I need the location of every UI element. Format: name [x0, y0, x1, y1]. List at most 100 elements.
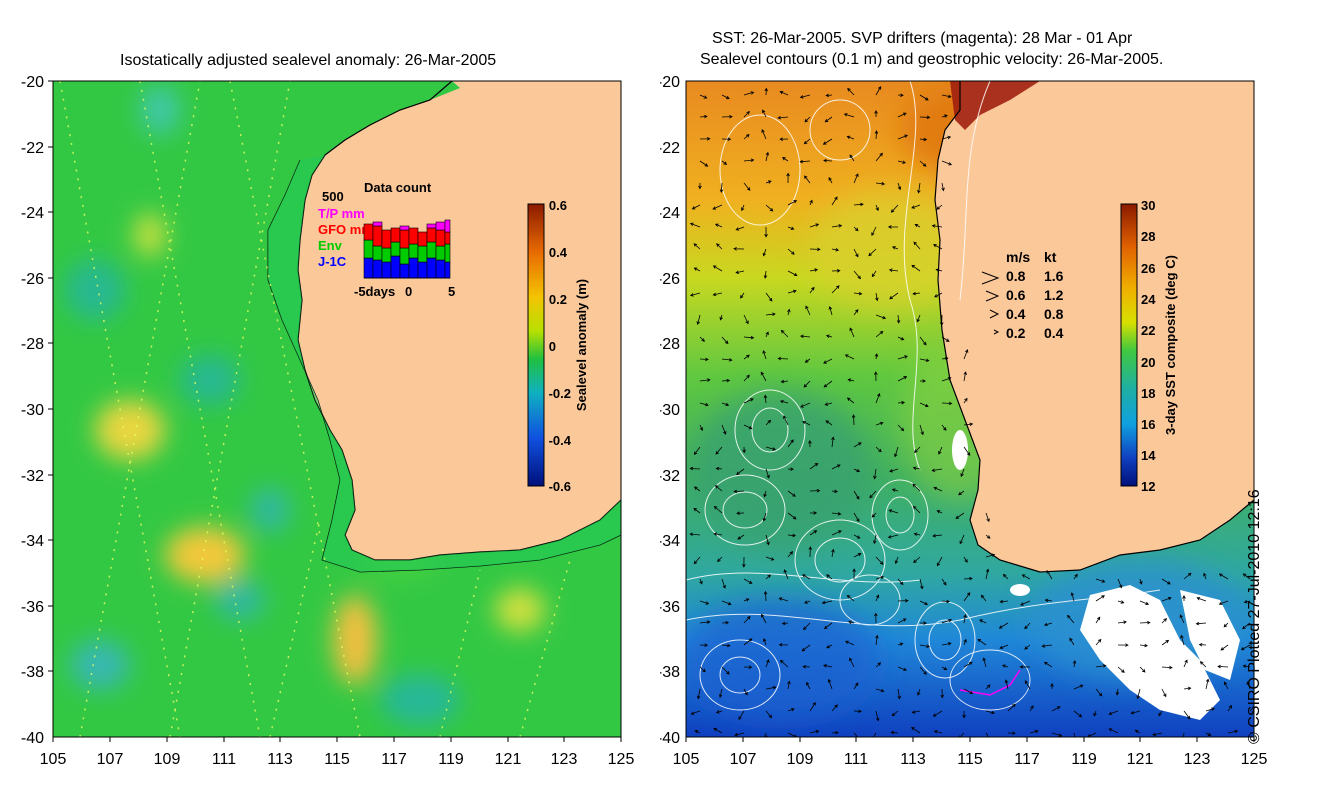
velocity-arrow: [846, 135, 855, 140]
velocity-arrow: [721, 643, 731, 648]
velocity-arrow: [765, 685, 777, 690]
velocity-arrow: [787, 732, 798, 737]
velocity-arrow: [831, 224, 843, 228]
velocity-arrow: [940, 688, 945, 699]
velocity-arrow: [963, 422, 974, 427]
speed-ms: 0.8: [1006, 268, 1026, 284]
velocity-arrow: [780, 379, 789, 384]
velocity-arrow: [1220, 644, 1229, 651]
right-x-tick-label: 125: [1241, 751, 1268, 768]
velocity-arrow: [897, 336, 905, 341]
velocity-arrow: [941, 182, 945, 192]
velocity-arrow: [985, 568, 990, 580]
velocity-arrow: [765, 180, 772, 184]
velocity-arrow: [1161, 618, 1168, 624]
velocity-arrow: [938, 446, 943, 455]
velocity-arrow: [809, 268, 819, 272]
velocity-arrow: [714, 485, 723, 492]
left-x-tick-label: 123: [551, 751, 578, 768]
velocity-arrow: [699, 600, 710, 605]
velocity-arrow: [802, 420, 811, 426]
velocity-arrow: [738, 710, 745, 721]
velocity-arrow: [787, 248, 795, 255]
velocity-arrow: [941, 135, 952, 140]
velocity-arrow: [765, 151, 770, 162]
velocity-arrow: [897, 598, 909, 603]
velocity-arrow: [985, 553, 996, 558]
sst-colorbar-tick: 12: [1141, 479, 1155, 494]
velocity-arrow: [853, 309, 859, 316]
velocity-arrow: [875, 575, 885, 580]
velocity-arrow: [743, 314, 749, 325]
velocity-arrow: [801, 574, 811, 580]
right-y-tick-label: -36: [660, 599, 680, 616]
velocity-arrow: [787, 289, 797, 294]
velocity-arrow: [888, 268, 899, 272]
right-x-tick-label: 117: [1014, 751, 1040, 768]
velocity-arrow: [779, 90, 789, 96]
velocity-arrow: [783, 569, 789, 580]
velocity-arrow: [914, 446, 921, 453]
velocity-arrow: [897, 578, 904, 586]
right-x-tick-label: 113: [900, 751, 926, 768]
velocity-arrow: [809, 286, 815, 294]
velocity-arrow: [825, 93, 833, 98]
velocity-arrow: [787, 490, 796, 497]
velocity-arrow: [1183, 732, 1185, 737]
velocity-arrow: [809, 701, 816, 712]
velocity-arrow: [693, 556, 701, 565]
velocity-arrow: [1183, 659, 1188, 668]
sst-colorbar-tick: 26: [1141, 261, 1155, 276]
velocity-arrow: [912, 466, 921, 470]
velocity-arrow: [853, 534, 861, 539]
velocity-arrow: [853, 173, 859, 184]
velocity-arrow: [802, 664, 811, 669]
velocity-arrow: [1002, 573, 1009, 580]
coastline-right: [934, 81, 1254, 573]
velocity-arrow: [778, 597, 789, 602]
velocity-arrow: [763, 394, 768, 404]
velocity-arrow: [743, 638, 753, 646]
velocity-arrow: [955, 512, 965, 519]
velocity-arrow: [809, 247, 821, 252]
velocity-arrow: [779, 137, 789, 141]
velocity-arrow: [874, 130, 879, 140]
velocity-arrow: [1183, 710, 1191, 720]
velocity-arrow: [941, 642, 952, 646]
velocity-arrow: [875, 393, 881, 404]
velocity-arrow: [941, 160, 953, 166]
velocity-arrow: [874, 612, 878, 624]
velocity-arrow: [721, 600, 732, 606]
velocity-arrow: [822, 138, 833, 145]
velocity-arrow: [919, 600, 929, 606]
velocity-arrow: [765, 574, 771, 580]
velocity-arrow: [742, 556, 746, 568]
velocity-arrow: [799, 334, 811, 339]
velocity-arrow: [778, 643, 789, 647]
left-y-tick-label: -34: [21, 533, 44, 550]
inset-legend-env: Env: [318, 238, 343, 253]
sla-colorbar-label: Sealevel anomaly (m): [574, 279, 589, 411]
velocity-arrow: [1152, 732, 1163, 737]
velocity-arrow: [743, 424, 753, 430]
velocity-arrow: [1158, 710, 1163, 717]
velocity-arrow: [740, 292, 745, 299]
velocity-arrow: [875, 152, 883, 162]
velocity-arrow: [1117, 600, 1125, 604]
velocity-arrow: [734, 732, 745, 737]
velocity-arrow: [849, 657, 855, 668]
velocity-arrow: [1043, 661, 1053, 668]
velocity-arrow: [853, 248, 859, 258]
inset-xlabel-0: 0: [405, 284, 412, 299]
velocity-arrow: [809, 488, 821, 493]
inset-xlabel-minus5: -5days: [354, 284, 395, 299]
left-y-tick-label: -32: [21, 468, 44, 485]
velocity-arrow: [889, 468, 899, 473]
data-count-inset: Data count 500 T/P mm GFO mm Env J-1C -5…: [318, 180, 455, 299]
velocity-arrow: [875, 688, 885, 693]
velocity-arrow: [935, 268, 943, 272]
velocity-arrow: [960, 468, 965, 478]
velocity-arrow: [1029, 729, 1039, 734]
speed-kt: 0.4: [1044, 325, 1064, 341]
velocity-arrow: [699, 94, 708, 99]
